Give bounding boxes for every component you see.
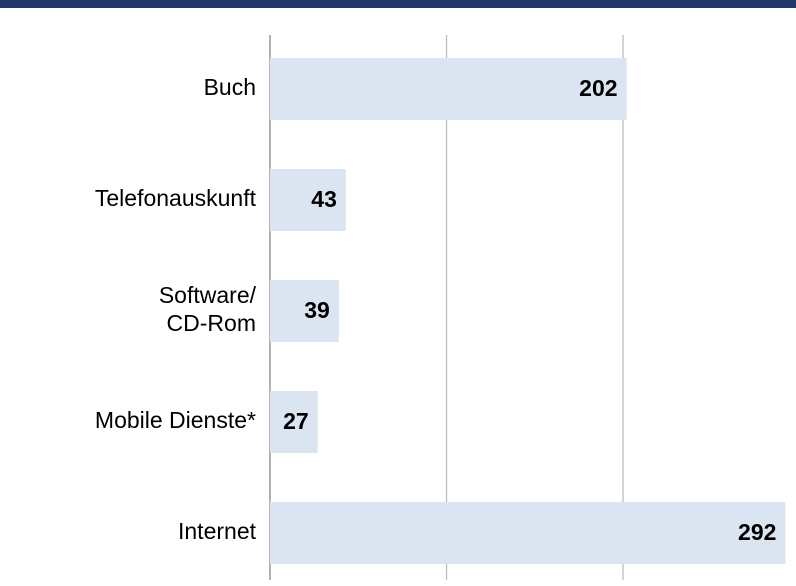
value-label: 202 <box>579 75 617 101</box>
category-label: Buch <box>204 74 256 100</box>
header-band <box>0 0 796 8</box>
bar <box>270 169 346 231</box>
value-label: 39 <box>304 297 330 323</box>
category-label: Internet <box>178 518 257 544</box>
category-label: Mobile Dienste* <box>95 407 256 433</box>
bar <box>270 58 627 120</box>
bar <box>270 280 339 342</box>
bars <box>270 58 786 564</box>
bar <box>270 502 786 564</box>
bar <box>270 391 318 453</box>
value-label: 292 <box>738 519 776 545</box>
value-label: 43 <box>311 186 337 212</box>
category-label: Software/CD-Rom <box>159 282 257 336</box>
category-label: Telefonauskunft <box>95 185 257 211</box>
value-label: 27 <box>283 408 309 434</box>
